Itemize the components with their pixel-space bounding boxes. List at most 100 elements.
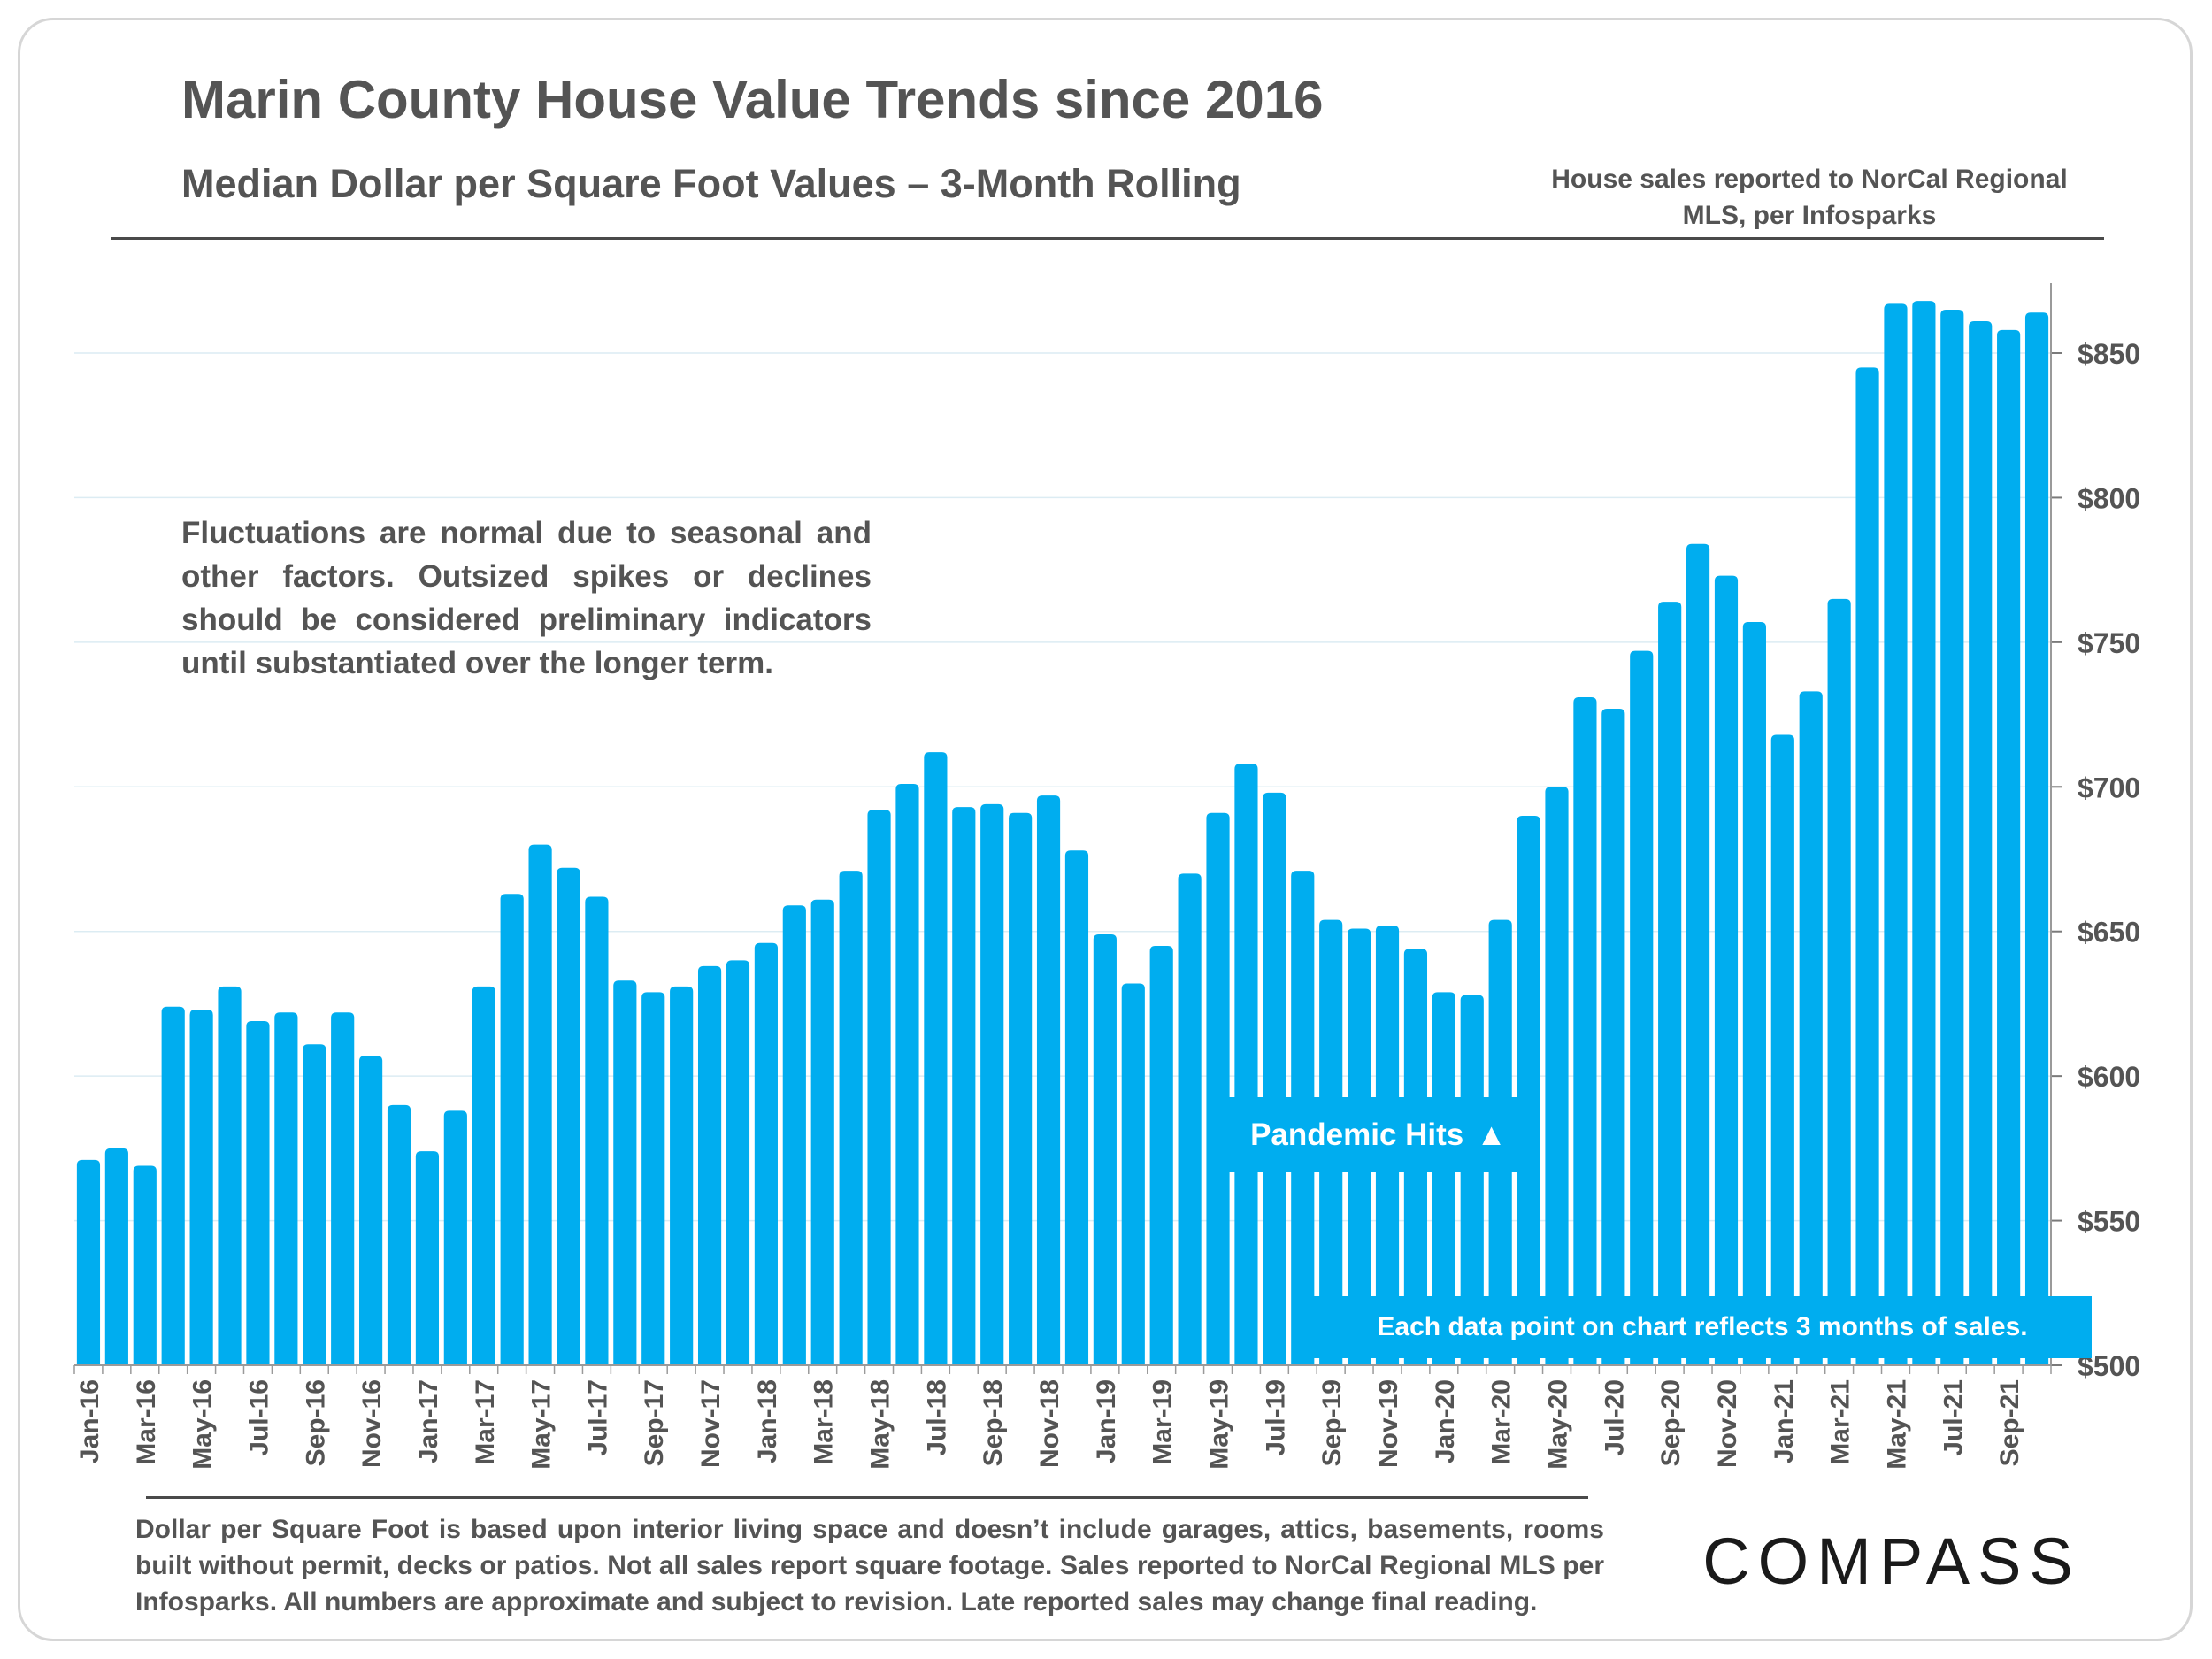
x-tick-label: Nov-19	[1374, 1379, 1403, 1468]
bar-May-16	[189, 1009, 213, 1365]
x-tick-label: Jul-20	[1600, 1379, 1629, 1456]
bar-Mar-16	[133, 1165, 157, 1365]
bar-Oct-20	[1686, 543, 1710, 1365]
bar-Feb-17	[443, 1110, 467, 1365]
footnote-divider	[146, 1496, 1588, 1499]
bar-Sep-16	[303, 1044, 326, 1365]
bar-Jan-17	[415, 1151, 440, 1365]
bar-Apr-19	[1178, 873, 1202, 1365]
bar-Jul-21	[1940, 309, 1964, 1365]
x-tick-label: May-17	[527, 1379, 557, 1470]
x-tick-label: Mar-21	[1826, 1379, 1855, 1465]
x-tick-label: Sep-17	[640, 1379, 669, 1466]
x-tick-label: Mar-18	[810, 1379, 839, 1465]
bar-Mar-21	[1827, 598, 1851, 1365]
bar-May-21	[1884, 303, 1908, 1365]
bar-Jun-18	[895, 784, 919, 1365]
bar-Sep-20	[1658, 602, 1682, 1365]
bar-Jan-19	[1093, 933, 1117, 1365]
bar-Nov-18	[1036, 795, 1061, 1365]
bar-Oct-21	[2024, 312, 2049, 1365]
x-tick-label: May-16	[188, 1379, 218, 1470]
axes	[73, 283, 2062, 1374]
bar-Feb-20	[1460, 995, 1484, 1365]
bar-Oct-16	[331, 1012, 355, 1365]
bar-Jun-19	[1234, 764, 1258, 1365]
bar-Sep-18	[980, 803, 1004, 1365]
x-tick-label: Jul-18	[922, 1379, 951, 1456]
bar-May-20	[1545, 787, 1569, 1365]
source-note: House sales reported to NorCal Regional …	[1551, 165, 2068, 230]
bar-Apr-20	[1517, 815, 1540, 1365]
bar-Mar-19	[1149, 946, 1173, 1365]
y-tick-label: $600	[2078, 1061, 2140, 1093]
bar-Aug-17	[613, 980, 637, 1365]
bar-Apr-16	[161, 1006, 185, 1365]
bar-Mar-18	[810, 899, 834, 1365]
chart-frame	[18, 18, 2193, 1641]
compass-logo-text: COMPASS	[1702, 1525, 2081, 1598]
bar-Aug-16	[274, 1012, 298, 1365]
fluctuation-note: Fluctuations are normal due to seasonal …	[181, 516, 872, 680]
bar-Jun-17	[557, 867, 580, 1365]
bar-Jan-21	[1770, 734, 1794, 1365]
bar-Apr-21	[1855, 367, 1879, 1365]
chart-subtitle: Median Dollar per Square Foot Values – 3…	[181, 161, 1241, 206]
bar-Aug-18	[952, 807, 976, 1365]
x-tick-label: Sep-20	[1656, 1379, 1686, 1466]
compass-logo: COMPASS	[1702, 1525, 2081, 1598]
x-tick-label: Jan-19	[1092, 1379, 1121, 1463]
x-tick-label: May-19	[1205, 1379, 1234, 1470]
pandemic-callout: Pandemic Hits ▲	[1224, 1097, 1533, 1172]
bar-May-18	[867, 810, 891, 1365]
x-tick-label: Mar-20	[1487, 1379, 1517, 1465]
bar-Nov-17	[697, 965, 722, 1365]
bar-Dec-18	[1064, 850, 1089, 1365]
y-tick-label: $800	[2078, 482, 2140, 514]
pandemic-label: Pandemic Hits	[1250, 1117, 1464, 1152]
bar-Feb-16	[104, 1148, 128, 1365]
up-arrow-icon: ▲	[1476, 1117, 1507, 1152]
y-tick-label: $850	[2078, 338, 2140, 370]
x-tick-label: Sep-19	[1317, 1379, 1347, 1466]
x-tick-label: Jan-18	[753, 1379, 782, 1463]
bar-Oct-18	[1009, 812, 1033, 1365]
y-tick-label: $650	[2078, 917, 2140, 949]
bar-Sep-21	[1997, 329, 2021, 1365]
bar-Apr-18	[839, 871, 863, 1365]
x-tick-label: May-18	[866, 1379, 895, 1470]
y-tick-label: $550	[2078, 1206, 2140, 1238]
x-tick-labels: Jan-16 Mar-16 May-16 Jul-16 Sep-16 Nov-16 Jan-…	[75, 1379, 2024, 1470]
bar-Dec-17	[726, 960, 750, 1365]
bar-Jun-21	[1912, 301, 1936, 1365]
bar-Jul-20	[1601, 709, 1625, 1365]
x-tick-label: Jul-19	[1261, 1379, 1290, 1456]
x-tick-label: Jan-20	[1431, 1379, 1460, 1463]
bar-Oct-17	[670, 986, 694, 1365]
x-tick-label: Mar-19	[1148, 1379, 1178, 1465]
x-tick-label: Jan-21	[1770, 1379, 1799, 1463]
bar-Jan-20	[1432, 992, 1455, 1365]
x-tick-label: Mar-16	[132, 1379, 161, 1465]
chart-title: Marin County House Value Trends since 20…	[181, 70, 1324, 129]
bar-May-19	[1206, 812, 1230, 1365]
x-tick-label: Nov-20	[1713, 1379, 1742, 1468]
title-divider	[111, 237, 2104, 240]
x-tick-label: Sep-18	[979, 1379, 1008, 1466]
bar-Jun-16	[218, 986, 242, 1365]
x-tick-label: Sep-21	[1995, 1379, 2024, 1466]
x-tick-label: Jan-17	[414, 1379, 443, 1463]
bar-Apr-17	[500, 894, 524, 1365]
x-tick-label: Jul-21	[1939, 1379, 1968, 1456]
x-tick-label: Mar-17	[471, 1379, 500, 1465]
bar-Feb-18	[782, 905, 806, 1365]
y-tick-labels: $500$550$600$650$700$750$800$850	[2078, 338, 2140, 1382]
bar-Nov-20	[1714, 575, 1739, 1365]
x-tick-label: Sep-16	[301, 1379, 330, 1466]
x-tick-label: May-21	[1882, 1379, 1911, 1470]
bar-Jan-18	[754, 942, 778, 1365]
x-tick-label: Jul-17	[583, 1379, 612, 1456]
y-tick-label: $750	[2078, 627, 2140, 659]
bar-Jul-18	[924, 752, 948, 1365]
